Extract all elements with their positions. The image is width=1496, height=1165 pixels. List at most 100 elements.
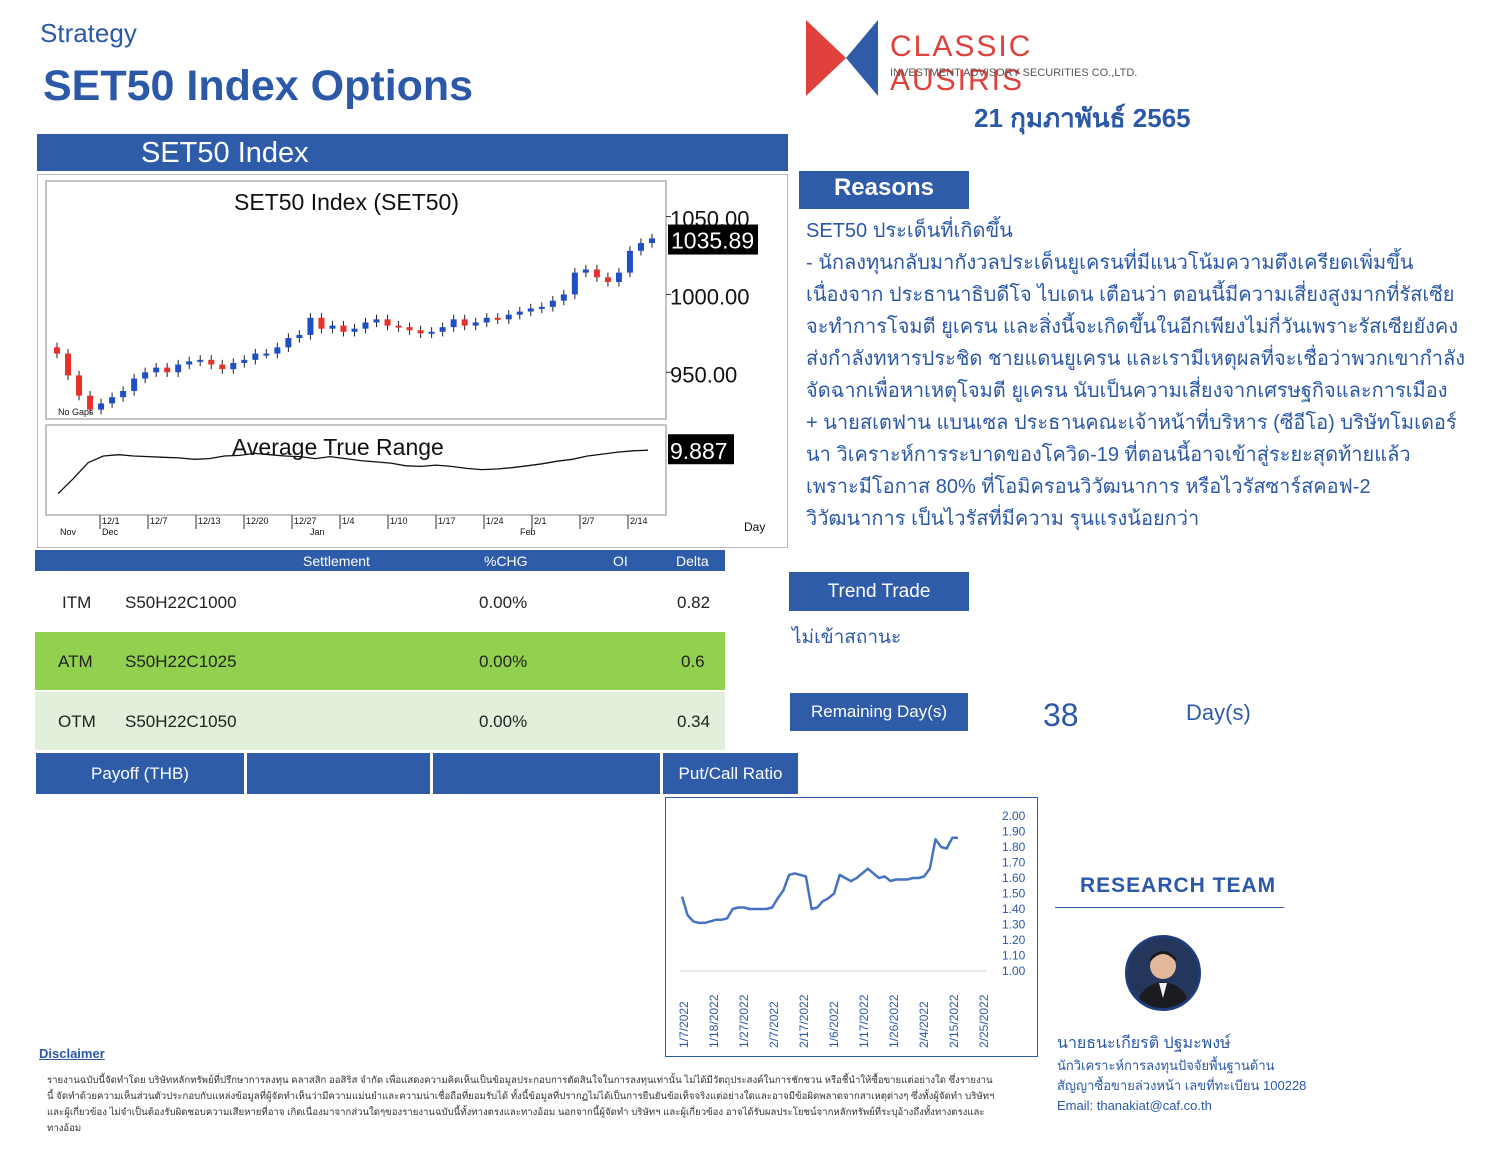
x-tick-label: 1/18/2022	[707, 994, 721, 1048]
analyst-role: นักวิเคราะห์การลงทุนปัจจัยพื้นฐานด้าน	[1057, 1058, 1275, 1073]
reasons-text: SET50 ประเด็นที่เกิดขึ้น - นักลงทุนกลับม…	[806, 215, 1466, 535]
person-icon	[1128, 938, 1198, 1008]
candle-body	[175, 364, 182, 373]
analyst-email: Email: thanakiat@caf.co.th	[1057, 1098, 1212, 1113]
candle-body	[351, 328, 358, 332]
candle-body	[296, 334, 303, 339]
candle-body	[362, 322, 369, 329]
col-oi: OI	[613, 553, 628, 569]
option-delta: 0.6	[681, 652, 705, 671]
pcr-series-line	[680, 836, 958, 925]
candle-body	[98, 403, 105, 410]
x-tick-label: 2/17/2022	[797, 994, 811, 1048]
date-tick-label: 12/7	[150, 516, 168, 526]
price-panel-frame	[45, 180, 667, 420]
y-tick-label: 1.20	[1002, 933, 1026, 947]
option-delta: 0.34	[677, 712, 711, 731]
y-tick-label: 1.60	[1002, 871, 1026, 885]
candle-body	[87, 395, 94, 410]
reason-line: SET50 ประเด็นที่เกิดขึ้น	[806, 220, 1013, 242]
y-tick-label: 1.10	[1002, 949, 1026, 963]
candle-body	[263, 353, 270, 356]
date-tick-label: 2/1	[534, 516, 547, 526]
reasons-header: Reasons	[799, 171, 969, 209]
analyst-info: นายธนะเกียรติ ปฐมะพงษ์ นักวิเคราะห์การลง…	[1057, 1034, 1306, 1116]
candle-body	[329, 325, 336, 329]
y-tick-label: 1.80	[1002, 840, 1026, 854]
candle-body	[483, 317, 490, 323]
candle-body	[340, 325, 347, 332]
x-tick-label: 1/27/2022	[737, 994, 751, 1048]
candle-body	[120, 390, 127, 398]
candle-body	[648, 238, 655, 244]
remaining-days-unit: Day(s)	[1186, 700, 1251, 725]
date-tick-label: 1/4	[342, 516, 355, 526]
x-tick-label: 2/7/2022	[767, 1001, 781, 1048]
date-tick-label: 12/13	[198, 516, 221, 526]
research-team-title: RESEARCH TEAM	[1080, 874, 1277, 897]
date-tick-label: 1/17	[438, 516, 456, 526]
y-tick-label: 1.90	[1002, 825, 1026, 839]
put-call-ratio-chart-panel: 2.00 1.90 1.80 1.70 1.60 1.50 1.40 1.30 1.20 1.10…	[665, 797, 1038, 1057]
price-tick-label: 1000.00	[670, 284, 750, 309]
remaining-days-label: Remaining Day(s)	[790, 693, 968, 731]
trend-trade-label: Trend Trade	[789, 572, 969, 611]
candle-body	[571, 272, 578, 295]
logo-subtitle: INVESTMENT ADVISORY SECURITIES CO.,LTD.	[890, 67, 1138, 79]
moneyness-label: ITM	[62, 593, 92, 612]
candle-body	[494, 317, 501, 320]
options-table-header: Settlement %CHG OI Delta	[35, 550, 725, 571]
candle-body	[505, 314, 512, 320]
date-tick-label: 12/27	[294, 516, 317, 526]
atr-value-tag	[668, 434, 734, 465]
moneyness-label: ATM	[58, 652, 93, 671]
pcr-header: Put/Call Ratio	[663, 753, 798, 794]
candle-body	[450, 319, 457, 328]
candle-body	[153, 367, 160, 373]
remaining-days-value: 38	[1043, 697, 1079, 733]
candle-body	[439, 327, 446, 332]
candle-body	[428, 331, 435, 334]
candle-body	[274, 347, 281, 354]
x-tick-label: 1/6/2022	[827, 1001, 841, 1048]
payoff-header-blank	[247, 753, 430, 794]
disclaimer-label: Disclaimer	[39, 1046, 105, 1061]
candle-body	[472, 322, 479, 326]
candle-body	[582, 269, 589, 273]
col-settlement: Settlement	[303, 553, 370, 569]
report-date: 21 กุมภาพันธ์ 2565	[974, 103, 1191, 133]
option-series: S50H22C1050	[125, 712, 237, 731]
candle-body	[208, 359, 215, 365]
y-tick-label: 1.50	[1002, 887, 1026, 901]
candle-body	[417, 330, 424, 334]
month-tick-label: Jan	[310, 527, 325, 537]
option-chg: 0.00%	[479, 712, 528, 731]
analyst-license: สัญญาซื้อขายล่วงหน้า เลขที่ทะเบียน 10022…	[1057, 1078, 1307, 1093]
atr-line	[57, 449, 649, 495]
candle-body	[549, 300, 556, 307]
candle-body	[461, 319, 468, 326]
axis-unit-label: Day	[744, 520, 765, 534]
analyst-avatar	[1125, 935, 1201, 1011]
reason-line: - นักลงทุนกลับมากังวลประเด็นยูเครนที่มีแ…	[806, 252, 1465, 402]
candle-body	[197, 359, 204, 362]
date-tick-label: 12/1	[102, 516, 120, 526]
y-tick-label: 1.70	[1002, 856, 1026, 870]
candle-body	[395, 325, 402, 328]
reason-line: + นายสเตฟาน แบนเซล ประธานคณะเจ้าหน้าที่บ…	[806, 412, 1457, 530]
candle-body	[76, 375, 83, 396]
y-tick-label: 1.30	[1002, 918, 1026, 932]
section-label: Strategy	[40, 18, 137, 48]
table-row: ITM S50H22C1000 0.00% 0.82	[35, 573, 725, 631]
payoff-header-blank	[433, 753, 660, 794]
disclaimer-text: รายงานฉบับนี้จัดทำโดย บริษัทหลักทรัพย์ที…	[47, 1075, 995, 1134]
price-tick-label: 950.00	[670, 362, 737, 387]
candle-body	[307, 317, 314, 335]
candle-body	[131, 378, 138, 391]
y-tick-label: 2.00	[1002, 809, 1026, 823]
put-call-ratio-chart: 2.00 1.901.80 1.701.60 1.501.40 1.301.20 1.10…	[677, 809, 1026, 1048]
atr-title: Average True Range	[232, 434, 444, 460]
candle-body	[626, 250, 633, 273]
table-row: ATM S50H22C1025 0.00% 0.6	[35, 632, 725, 690]
